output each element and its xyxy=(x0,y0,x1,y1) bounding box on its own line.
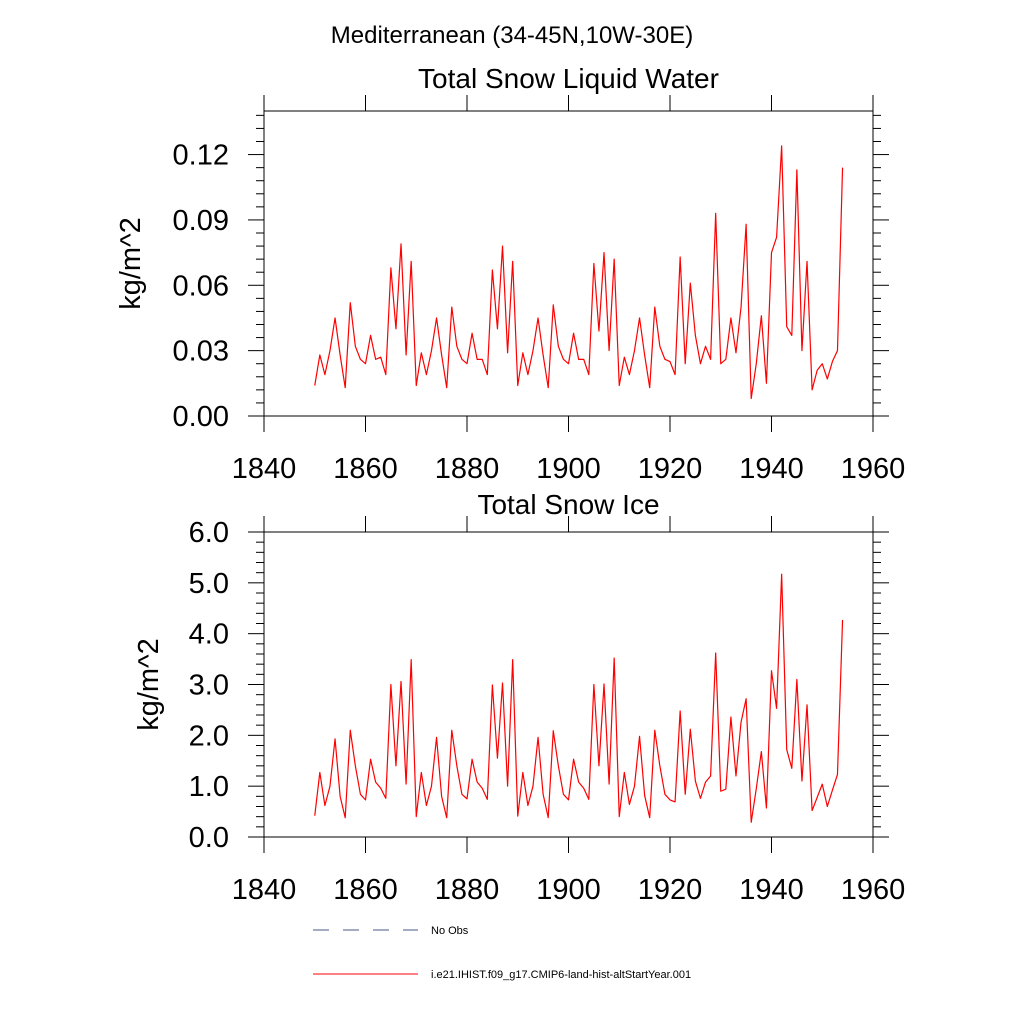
legend-model-label: i.e21.IHIST.f09_g17.CMIP6-land-hist-altS… xyxy=(431,969,691,981)
legend: No Obs i.e21.IHIST.f09_g17.CMIP6-land-hi… xyxy=(313,925,691,981)
x-tick-label: 1840 xyxy=(232,874,297,906)
x-tick-label: 1920 xyxy=(638,453,703,485)
chart-title: Total Snow Liquid Water xyxy=(418,63,719,94)
y-tick-label: 4.0 xyxy=(189,619,229,651)
y-tick-label: 6.0 xyxy=(189,517,229,549)
y-tick-label: 0.06 xyxy=(173,270,229,302)
x-tick-label: 1860 xyxy=(333,453,398,485)
x-tick-label: 1900 xyxy=(536,874,601,906)
y-tick-label: 0.00 xyxy=(173,401,229,433)
y-tick-label: 3.0 xyxy=(189,670,229,702)
x-tick-label: 1880 xyxy=(435,874,500,906)
y-tick-label: 0.0 xyxy=(189,822,229,854)
y-tick-label: 0.03 xyxy=(173,336,229,368)
y-tick-label: 5.0 xyxy=(189,568,229,600)
x-tick-label: 1960 xyxy=(841,453,906,485)
x-tick-label: 1940 xyxy=(739,874,804,906)
x-tick-label: 1840 xyxy=(232,453,297,485)
x-tick-label: 1940 xyxy=(739,453,804,485)
chart-panel-1: Total Snow Liquid Water kg/m^2 1840 1860 188… xyxy=(115,63,905,485)
y-axis-label: kg/m^2 xyxy=(115,217,147,310)
chart-title: Total Snow Ice xyxy=(477,489,659,520)
y-tick-label: 0.09 xyxy=(173,205,229,237)
figure-title: Mediterranean (34-45N,10W-30E) xyxy=(331,22,693,49)
series-line-1 xyxy=(314,573,844,823)
chart-panel-2: Total Snow Ice kg/m^2 1840 1860 1880 1900 1920… xyxy=(133,489,905,906)
x-tick-label: 1860 xyxy=(333,874,398,906)
y-tick-label: 1.0 xyxy=(189,771,229,803)
x-tick-label: 1960 xyxy=(841,874,906,906)
y-tick-label: 0.12 xyxy=(173,140,229,172)
series-line-1 xyxy=(314,145,844,400)
y-axis-label: kg/m^2 xyxy=(133,638,165,731)
x-tick-label: 1900 xyxy=(536,453,601,485)
legend-obs-label: No Obs xyxy=(431,925,469,937)
x-tick-label: 1880 xyxy=(435,453,500,485)
chart-panels: Total Snow Liquid Water kg/m^2 1840 1860 188… xyxy=(115,63,905,906)
x-tick-label: 1920 xyxy=(638,874,703,906)
y-tick-label: 2.0 xyxy=(189,720,229,752)
